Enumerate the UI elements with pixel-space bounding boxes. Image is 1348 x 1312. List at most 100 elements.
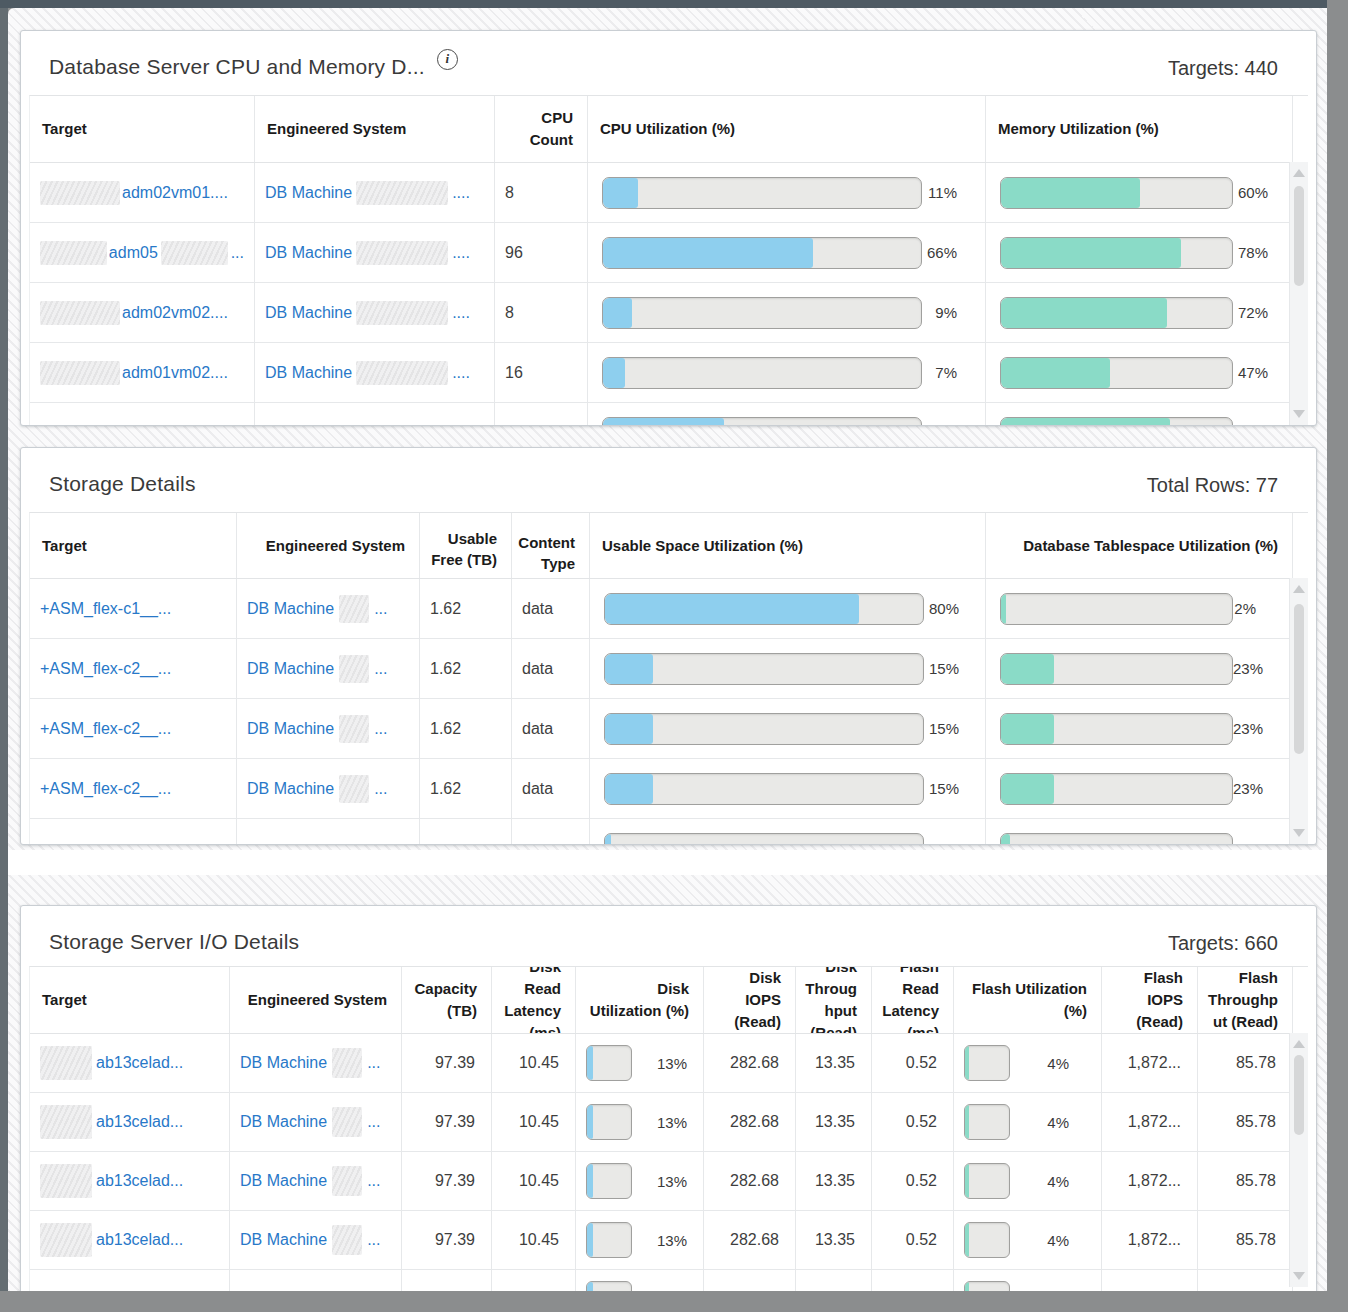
link-text[interactable]: adm05 bbox=[109, 244, 158, 262]
link-text[interactable]: DB Machine bbox=[240, 1231, 327, 1249]
link-text[interactable]: DB Machine bbox=[247, 660, 334, 678]
link-text[interactable]: DB Machine bbox=[265, 304, 352, 322]
cell-value: 0.52 bbox=[906, 1113, 937, 1131]
cell-value: data bbox=[522, 720, 553, 738]
tablespace-utilization-fill bbox=[1001, 834, 1010, 846]
column-header-flash-read-latency[interactable]: Flash Read Latency (ms) bbox=[872, 967, 954, 1033]
cell-value: 1,872... bbox=[1128, 1113, 1181, 1131]
column-header-disk-throughput[interactable]: Disk Throughput (Read) bbox=[796, 967, 872, 1033]
column-header-engineered-system[interactable]: Engineered System bbox=[255, 96, 495, 162]
column-header-target[interactable]: Target bbox=[30, 96, 255, 162]
column-header-flash-iops[interactable]: Flash IOPS (Read) bbox=[1102, 967, 1198, 1033]
link-text[interactable]: ... bbox=[374, 720, 387, 738]
usable-space-utilization-value: 80% bbox=[924, 600, 975, 617]
link-text[interactable]: +ASM_flex-c2__... bbox=[40, 720, 171, 738]
cell-value: 96 bbox=[505, 244, 523, 262]
column-header-disk-read-latency[interactable]: Disk Read Latency (ms) bbox=[492, 967, 576, 1033]
link-text[interactable]: ... bbox=[231, 244, 244, 262]
link-text[interactable]: DB Machine bbox=[240, 1113, 327, 1131]
link-text[interactable]: ... bbox=[374, 780, 387, 798]
scrollbar-thumb[interactable] bbox=[1294, 186, 1304, 286]
link-text[interactable]: adm02vm02.... bbox=[122, 304, 228, 322]
link-text[interactable]: ... bbox=[367, 1113, 380, 1131]
cell-flash-throughput: 85.78 bbox=[1198, 1034, 1293, 1092]
scroll-up-arrow[interactable] bbox=[1293, 585, 1305, 593]
column-header-memory-utilization[interactable]: Memory Utilization (%) bbox=[986, 96, 1293, 162]
link-text[interactable]: adm02vm01.... bbox=[122, 184, 228, 202]
link-text[interactable]: DB Machine bbox=[265, 184, 352, 202]
link-text[interactable]: ab13celad... bbox=[96, 1231, 183, 1249]
tablespace-utilization-bar bbox=[1000, 593, 1233, 625]
column-header-cpu-utilization[interactable]: CPU Utilization (%) bbox=[588, 96, 986, 162]
link-text[interactable]: +ASM_flex-c1__... bbox=[40, 600, 171, 618]
scroll-down-arrow[interactable] bbox=[1293, 829, 1305, 837]
link-text[interactable]: DB Machine bbox=[247, 600, 334, 618]
vertical-scrollbar[interactable] bbox=[1289, 578, 1308, 844]
column-header-usable-free[interactable]: Usable Free (TB) bbox=[420, 513, 512, 578]
cell-usable-free: 1.62 bbox=[420, 639, 512, 698]
scroll-up-arrow[interactable] bbox=[1293, 1040, 1305, 1048]
cpu-utilization-value: 66% bbox=[922, 244, 975, 261]
memory-utilization-bar bbox=[1000, 177, 1233, 209]
link-text[interactable]: ab13celad... bbox=[96, 1113, 183, 1131]
disk-utilization-bar bbox=[586, 1045, 632, 1081]
column-header-capacity[interactable]: Capacity (TB) bbox=[402, 967, 492, 1033]
link-text[interactable]: ... bbox=[367, 1231, 380, 1249]
flash-utilization-fill bbox=[965, 1046, 969, 1080]
cell-content-type: data bbox=[512, 699, 590, 758]
column-header-cpu-count[interactable]: CPU Count bbox=[495, 96, 588, 162]
column-header-target[interactable]: Target bbox=[30, 967, 230, 1033]
cell-disk-iops: 282.68 bbox=[704, 1034, 796, 1092]
link-text[interactable]: adm01vm02.... bbox=[122, 364, 228, 382]
link-text[interactable]: ... bbox=[367, 1054, 380, 1072]
link-text[interactable]: .... bbox=[452, 364, 470, 382]
tablespace-utilization-value: 4% bbox=[1233, 840, 1282, 845]
column-header-engineered-system[interactable]: Engineered System bbox=[237, 513, 420, 578]
link-text[interactable]: .... bbox=[452, 244, 470, 262]
column-header-flash-throughput[interactable]: Flash Throughput (Read) bbox=[1198, 967, 1293, 1033]
memory-utilization-fill bbox=[1001, 178, 1140, 208]
tablespace-utilization-bar bbox=[1000, 653, 1233, 685]
cell-memory-utilization: 47% bbox=[986, 343, 1293, 402]
link-text[interactable]: ab13celad... bbox=[96, 1054, 183, 1072]
cell-value: 8 bbox=[505, 304, 514, 322]
scrollbar-thumb[interactable] bbox=[1294, 604, 1304, 754]
table-header-row: Target Engineered System Usable Free (TB… bbox=[30, 513, 1293, 579]
column-header-disk-iops[interactable]: Disk IOPS (Read) bbox=[704, 967, 796, 1033]
link-text[interactable]: DB Machine bbox=[265, 244, 352, 262]
scroll-down-arrow[interactable] bbox=[1293, 410, 1305, 418]
link-text[interactable]: .... bbox=[452, 184, 470, 202]
link-text[interactable]: ... bbox=[374, 660, 387, 678]
link-text[interactable]: DB Machine bbox=[247, 720, 334, 738]
column-header-usable-space-utilization[interactable]: Usable Space Utilization (%) bbox=[590, 513, 986, 578]
table-row: ab13celad...DB Machine...97.3910.4513%28… bbox=[30, 1152, 1293, 1211]
cell-value: 10.45 bbox=[519, 1172, 559, 1190]
link-text[interactable]: DB Machine bbox=[265, 364, 352, 382]
disk-utilization-bar bbox=[586, 1163, 632, 1199]
scroll-up-arrow[interactable] bbox=[1293, 169, 1305, 177]
column-header-target[interactable]: Target bbox=[30, 513, 237, 578]
redacted-text bbox=[332, 1225, 362, 1255]
cell-flash-iops: 1,872... bbox=[1102, 1034, 1198, 1092]
cell-value: 282.68 bbox=[730, 1113, 779, 1131]
column-header-content-type[interactable]: Content Type bbox=[512, 513, 590, 578]
cell-value: 10.45 bbox=[519, 1231, 559, 1249]
link-text[interactable]: +ASM_flex-c2__... bbox=[40, 660, 171, 678]
scrollbar-thumb[interactable] bbox=[1294, 1055, 1304, 1135]
link-text[interactable]: DB Machine bbox=[247, 780, 334, 798]
column-header-engineered-system[interactable]: Engineered System bbox=[230, 967, 402, 1033]
vertical-scrollbar[interactable] bbox=[1289, 1033, 1308, 1287]
link-text[interactable]: ... bbox=[374, 600, 387, 618]
link-text[interactable]: .... bbox=[452, 304, 470, 322]
link-text[interactable]: ab13celad... bbox=[96, 1172, 183, 1190]
column-header-flash-utilization[interactable]: Flash Utilization (%) bbox=[954, 967, 1102, 1033]
link-text[interactable]: DB Machine bbox=[240, 1054, 327, 1072]
column-header-database-tablespace-utilization[interactable]: Database Tablespace Utilization (%) bbox=[986, 513, 1293, 578]
link-text[interactable]: ... bbox=[367, 1172, 380, 1190]
info-icon[interactable]: i bbox=[437, 49, 458, 70]
link-text[interactable]: +ASM_flex-c2__... bbox=[40, 780, 171, 798]
vertical-scrollbar[interactable] bbox=[1289, 162, 1308, 425]
scroll-down-arrow[interactable] bbox=[1293, 1272, 1305, 1280]
column-header-disk-utilization[interactable]: Disk Utilization (%) bbox=[576, 967, 704, 1033]
link-text[interactable]: DB Machine bbox=[240, 1172, 327, 1190]
